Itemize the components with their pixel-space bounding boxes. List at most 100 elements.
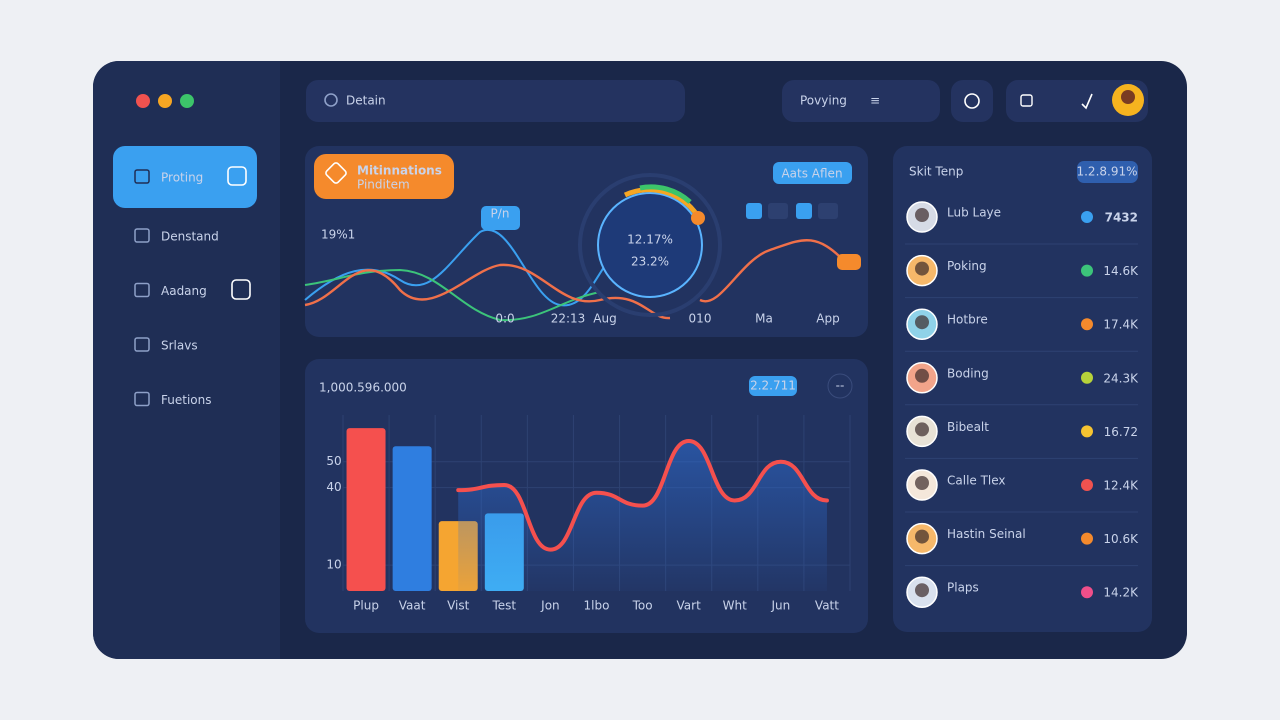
- row-value: 14.2K: [1103, 586, 1139, 600]
- x-label: Ma: [755, 312, 773, 326]
- search-icon: [324, 93, 338, 107]
- gauge-knob: [691, 211, 705, 225]
- x-tick-label: Wht: [723, 599, 747, 613]
- icon: [1020, 94, 1033, 107]
- x-tick-label: Plup: [353, 599, 379, 613]
- x-tick-label: Vist: [447, 599, 470, 613]
- tooltip-text: P/n: [491, 207, 510, 221]
- avatar-face: [915, 476, 929, 490]
- big-value: 19%1: [321, 228, 355, 242]
- chart-pill[interactable]: [749, 376, 797, 396]
- leaderboard-pill[interactable]: [1077, 161, 1138, 183]
- nav-icon: [134, 228, 150, 243]
- x-tick-label: Test: [491, 599, 516, 613]
- row-name: Calle Tlex: [947, 474, 1006, 488]
- menu-icon: ≡: [870, 94, 880, 108]
- end-marker: [837, 254, 861, 270]
- legend-square: [818, 203, 838, 219]
- gauge-sub: 23.2%: [631, 255, 669, 269]
- row-value: 16.72: [1104, 425, 1138, 439]
- y-tick-label: 10: [326, 558, 341, 572]
- x-tick-label: Too: [632, 599, 653, 613]
- nav-item[interactable]: Srlavs: [161, 339, 198, 353]
- search-box[interactable]: [306, 80, 685, 122]
- legend-square: [768, 203, 788, 219]
- row-value: 12.4K: [1103, 479, 1139, 493]
- icon-button[interactable]: [951, 80, 993, 122]
- nav-badge: [231, 279, 251, 300]
- badge-icon: [325, 162, 347, 184]
- gauge: [597, 192, 703, 298]
- legend-square: [746, 203, 762, 219]
- header-pill-text: Povying: [800, 94, 847, 108]
- header-pill[interactable]: [782, 80, 940, 122]
- nav-item[interactable]: Fuetions: [161, 393, 211, 407]
- overview-button[interactable]: [773, 162, 852, 184]
- chart-title: 1,000.596.000: [319, 381, 407, 395]
- row-name: Boding: [947, 366, 989, 380]
- nav-icon: [134, 169, 150, 184]
- row-icon: [1081, 371, 1093, 384]
- badge-sub: Pinditem: [357, 178, 410, 192]
- gauge-arc: [623, 187, 700, 217]
- row-icon: [1081, 479, 1093, 491]
- avatar-face: [915, 368, 929, 383]
- row-name: Hastin Seinal: [947, 527, 1026, 541]
- row-name: Hotbre: [947, 313, 988, 327]
- nav-item[interactable]: Aadang: [161, 284, 207, 298]
- row-name: Lub Laye: [947, 206, 1001, 220]
- overview-button-text: Aats Aflen: [781, 167, 842, 181]
- line: [456, 439, 829, 552]
- avatar-face: [915, 261, 929, 276]
- dot-red: [136, 94, 150, 108]
- row-value: 14.6K: [1103, 264, 1139, 278]
- line-area: [458, 441, 827, 591]
- avatar-face: [915, 208, 929, 222]
- row-value: 17.4K: [1103, 318, 1139, 332]
- trend-line: [699, 239, 846, 303]
- user-box[interactable]: [1006, 80, 1148, 122]
- nav-active[interactable]: [113, 146, 257, 208]
- row-icon: [1081, 425, 1093, 438]
- row-icon: [1081, 318, 1093, 331]
- nav-icon: [134, 337, 150, 352]
- x-tick-label: Vart: [677, 599, 702, 613]
- x-tick-label: Jun: [770, 599, 790, 613]
- badge: [314, 154, 454, 199]
- row-name: Poking: [947, 259, 987, 273]
- avatar-face: [915, 583, 929, 598]
- more-button[interactable]: [827, 373, 853, 399]
- more-text: --: [836, 379, 845, 393]
- row-value: 10.6K: [1103, 532, 1139, 546]
- row-value: 7432: [1105, 211, 1138, 225]
- leaderboard-pill-text: 1.2.8.91%: [1076, 165, 1137, 179]
- x-label: App: [816, 312, 839, 326]
- trend-line: [304, 263, 671, 320]
- check-icon: [1081, 93, 1093, 110]
- x-label: Aug: [593, 312, 616, 326]
- dot-green: [180, 94, 194, 108]
- nav-icon: [227, 166, 247, 186]
- nav-item[interactable]: Proting: [161, 171, 203, 185]
- x-tick-label: Vaat: [399, 599, 426, 613]
- chart-pill-text: 2.2.711: [750, 379, 796, 393]
- x-label: 0:0: [495, 312, 514, 326]
- leaderboard-title: Skit Tenp: [909, 165, 963, 179]
- row-icon: [1081, 211, 1093, 223]
- x-label: 010: [689, 312, 712, 326]
- badge-title: Mitinnations: [357, 164, 442, 178]
- gauge-main: 12.17%: [627, 233, 673, 247]
- y-tick-label: 40: [326, 480, 341, 494]
- tooltip: [481, 206, 520, 230]
- x-tick-label: Vatt: [815, 599, 839, 613]
- sidebar: [93, 61, 280, 659]
- nav-icon: [134, 282, 150, 298]
- y-tick-label: 50: [326, 454, 341, 468]
- row-icon: [1081, 586, 1093, 599]
- gauge-arc: [639, 184, 692, 204]
- avatar-face: [915, 529, 929, 544]
- dot-yellow: [158, 94, 172, 108]
- nav-icon: [134, 391, 150, 407]
- nav-item[interactable]: Denstand: [161, 230, 219, 244]
